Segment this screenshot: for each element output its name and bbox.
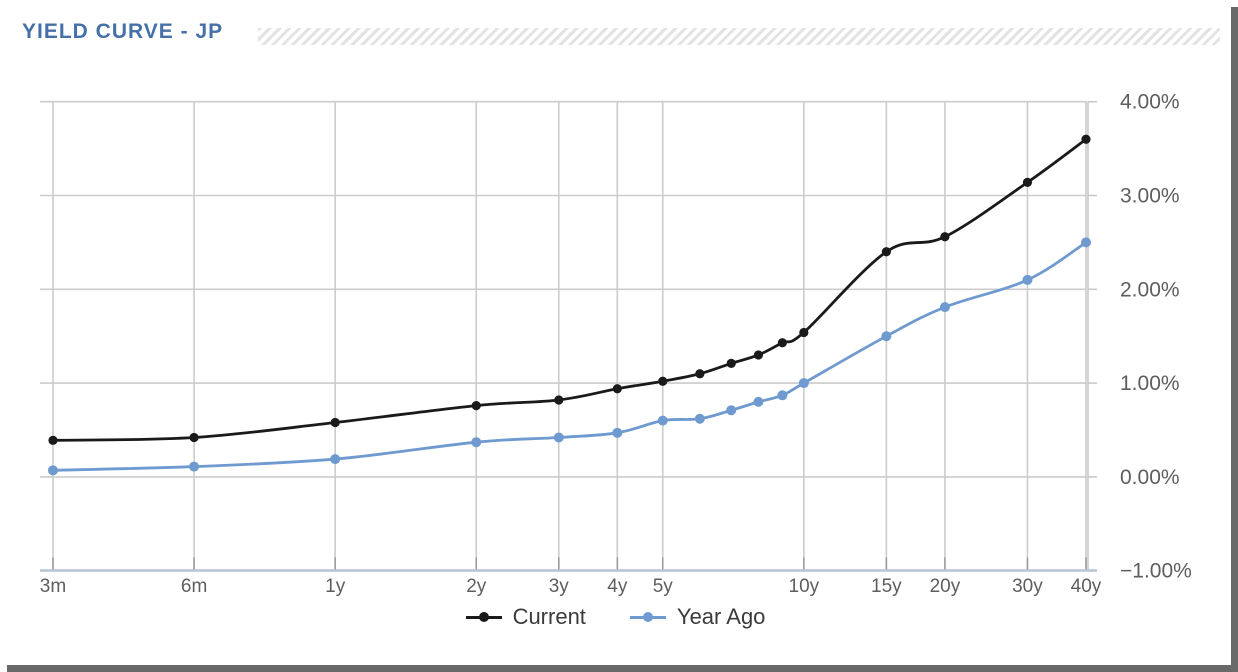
- current-data-point: [777, 338, 787, 348]
- current-data-point: [48, 435, 58, 445]
- current-line-marker: [465, 612, 502, 622]
- current-data-point: [330, 417, 340, 428]
- year-ago-data-point: [189, 461, 200, 472]
- y-axis-label: 4.00%: [1120, 91, 1180, 114]
- legend-item-current[interactable]: Current: [465, 604, 586, 630]
- year-ago-data-point: [694, 413, 705, 424]
- legend-label-current: Current: [512, 604, 586, 629]
- year-ago-data-point: [612, 427, 623, 438]
- year-ago-data-point: [939, 302, 950, 313]
- x-axis-label: 30y: [1012, 576, 1043, 597]
- x-axis-label: 3y: [549, 576, 570, 597]
- year-ago-data-point: [726, 405, 737, 416]
- x-axis-label: 10y: [789, 576, 820, 597]
- year-ago-data-point: [798, 378, 809, 389]
- current-data-point: [471, 401, 481, 411]
- year-ago-data-point: [1081, 237, 1091, 248]
- year-ago-data-point: [881, 331, 892, 342]
- current-data-point: [612, 384, 622, 394]
- current-data-point: [799, 327, 809, 338]
- x-axis-label: 5y: [653, 576, 674, 597]
- year-ago-data-point: [657, 415, 668, 426]
- x-axis-label: 4y: [607, 576, 628, 597]
- legend-item-year-ago[interactable]: Year Ago: [629, 604, 766, 630]
- y-axis-label: 1.00%: [1120, 372, 1180, 395]
- x-axis-label: 15y: [871, 576, 902, 597]
- year-ago-data-point: [471, 437, 482, 448]
- page-title: YIELD CURVE - JP: [22, 20, 224, 43]
- y-axis-label: −1.00%: [1120, 560, 1192, 583]
- x-axis-label: 1y: [325, 576, 346, 597]
- current-data-point: [658, 376, 668, 386]
- year-ago-data-point: [553, 432, 564, 443]
- current-data-point: [1081, 134, 1091, 144]
- legend: Current Year Ago: [0, 604, 1231, 630]
- current-data-point: [881, 247, 891, 257]
- current-data-point: [1022, 177, 1033, 187]
- current-data-point: [695, 369, 705, 379]
- current-dot-marker: [478, 612, 489, 622]
- year-ago-data-point: [330, 454, 341, 465]
- current-data-point: [189, 432, 199, 443]
- x-axis-label: 20y: [930, 576, 961, 597]
- x-axis-label: 40y: [1071, 576, 1102, 597]
- current-data-point: [726, 358, 736, 369]
- y-axis-label: 2.00%: [1120, 278, 1180, 301]
- year-ago-data-point: [753, 396, 764, 407]
- y-axis-label: 0.00%: [1120, 466, 1180, 489]
- year-ago-data-point: [48, 465, 58, 476]
- x-axis-label: 2y: [466, 576, 487, 597]
- hatch-decoration: [258, 28, 1220, 45]
- year-ago-dot-marker: [642, 612, 653, 622]
- current-data-point: [940, 232, 950, 242]
- current-data-point: [554, 395, 564, 405]
- current-data-point: [753, 350, 764, 360]
- year-ago-data-point: [777, 390, 788, 401]
- x-axis-label: 3m: [40, 576, 66, 597]
- y-axis-label: 3.00%: [1120, 185, 1180, 208]
- year-ago-line-marker: [629, 612, 666, 622]
- year-ago-data-point: [1022, 274, 1033, 285]
- x-axis-label: 6m: [181, 576, 207, 597]
- legend-label-year-ago: Year Ago: [676, 604, 766, 629]
